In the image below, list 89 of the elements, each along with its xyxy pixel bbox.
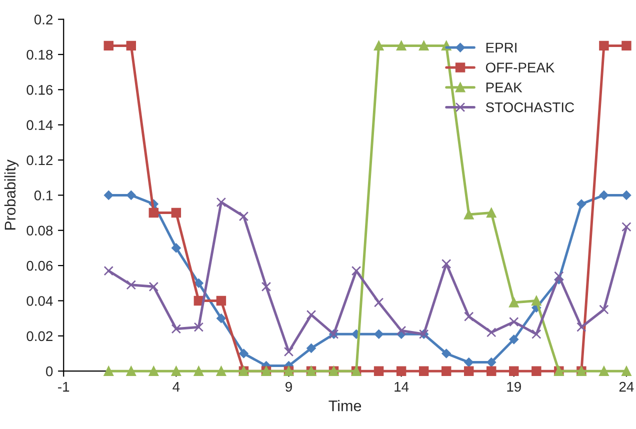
point — [284, 346, 294, 357]
point — [532, 296, 542, 306]
point — [554, 271, 564, 281]
point — [148, 366, 159, 376]
point — [306, 310, 316, 320]
point — [216, 366, 226, 376]
point — [576, 199, 586, 209]
y-tick-label: 0.04 — [26, 296, 53, 306]
point — [486, 208, 496, 218]
y-tick-label: 0.14 — [26, 120, 53, 130]
point — [104, 40, 114, 51]
point — [104, 266, 114, 276]
y-tick-label: 0.1 — [34, 190, 53, 200]
point — [194, 322, 204, 332]
point — [486, 366, 496, 376]
point — [171, 366, 182, 376]
point — [576, 322, 586, 332]
point — [486, 328, 496, 338]
point — [464, 358, 474, 367]
point — [464, 312, 474, 322]
point — [599, 304, 609, 314]
y-tick-label: 0.16 — [26, 84, 53, 95]
point — [238, 211, 249, 222]
point — [126, 190, 136, 200]
point — [239, 348, 248, 358]
point — [418, 366, 429, 376]
x-tick-label: 4 — [172, 382, 180, 392]
y-tick-label: 0.02 — [26, 331, 52, 342]
point — [442, 348, 451, 358]
point — [396, 40, 406, 51]
point — [374, 298, 384, 308]
point — [509, 366, 519, 376]
y-tick-label: 0.2 — [34, 14, 52, 24]
x-tick-label: 19 — [507, 382, 521, 392]
point — [172, 243, 181, 253]
point — [126, 280, 136, 290]
point — [464, 366, 474, 376]
x-tick-label: 24 — [619, 382, 634, 392]
x-tick-label: -1 — [58, 382, 70, 392]
point — [599, 190, 609, 200]
point — [396, 366, 406, 376]
point — [216, 296, 226, 306]
y-axis-title: Probability — [4, 160, 19, 230]
point — [374, 330, 384, 339]
point — [194, 278, 204, 288]
point — [532, 329, 542, 340]
x-tick-label: 14 — [394, 382, 409, 392]
y-tick-label: 0.12 — [26, 155, 52, 166]
point — [396, 326, 406, 336]
point — [418, 40, 429, 51]
point — [622, 40, 632, 51]
point — [148, 282, 159, 292]
y-tick-label: 0.08 — [26, 226, 53, 236]
point — [486, 358, 496, 367]
point — [171, 208, 182, 218]
point — [599, 366, 609, 376]
point — [216, 197, 226, 208]
point — [351, 266, 362, 276]
point — [374, 366, 384, 376]
point — [532, 366, 542, 376]
point — [509, 298, 519, 308]
y-tick-label: 0.06 — [26, 260, 53, 271]
point — [306, 344, 316, 353]
x-axis-title: Time — [328, 400, 362, 412]
point — [374, 40, 384, 51]
point — [464, 210, 474, 220]
point — [622, 190, 632, 200]
legend-label: EPRI — [486, 42, 516, 52]
point — [441, 366, 452, 376]
point — [441, 258, 452, 269]
point — [171, 324, 182, 334]
point — [126, 366, 136, 376]
point — [261, 282, 272, 292]
point — [622, 222, 632, 232]
point — [509, 316, 519, 327]
y-tick-label: 0.18 — [26, 50, 53, 60]
y-tick-label: 0 — [46, 366, 53, 376]
point — [148, 208, 159, 218]
legend-label: OFF-PEAK — [486, 62, 555, 72]
point — [104, 190, 114, 200]
legend-label: STOCHASTIC — [486, 102, 574, 112]
x-tick-label: 9 — [286, 382, 292, 392]
point — [509, 334, 519, 344]
point — [104, 366, 114, 376]
legend-label: PEAK — [486, 82, 522, 92]
point — [126, 40, 136, 51]
point — [599, 40, 609, 51]
point — [216, 314, 226, 323]
point — [194, 366, 204, 376]
